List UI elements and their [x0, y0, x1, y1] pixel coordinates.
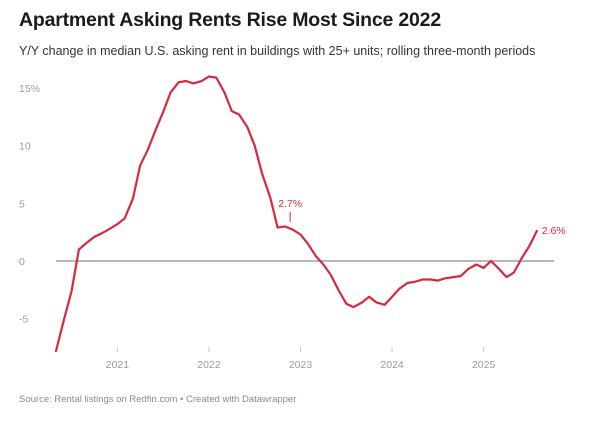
data-point — [437, 280, 439, 282]
data-point — [368, 296, 370, 298]
data-point — [421, 279, 423, 281]
x-tick-label: 2021 — [106, 359, 130, 371]
y-tick-label: 0 — [19, 256, 25, 268]
data-point — [528, 245, 530, 247]
data-point — [284, 225, 286, 227]
data-point — [430, 279, 432, 281]
annotation-label: 2.6% — [542, 225, 566, 237]
data-point — [376, 302, 378, 304]
data-point — [513, 272, 515, 274]
y-tick-label: -5 — [19, 314, 28, 326]
data-point — [322, 264, 324, 266]
data-point — [132, 198, 134, 200]
data-point — [155, 129, 157, 131]
data-point — [162, 111, 164, 113]
x-axis: 2021 2022 2023 2024 2025 — [106, 347, 496, 371]
data-point — [338, 290, 340, 292]
data-point — [201, 80, 203, 82]
data-point — [407, 282, 409, 284]
chart-source: Source: Rental listings on Redfin.com • … — [19, 394, 297, 405]
data-point — [467, 268, 469, 270]
y-tick-label: 10 — [19, 141, 31, 153]
chart-subtitle: Y/Y change in median U.S. asking rent in… — [19, 44, 536, 58]
data-point — [170, 92, 172, 94]
data-point — [521, 257, 523, 259]
data-point — [109, 228, 111, 230]
data-point — [254, 145, 256, 147]
data-point — [78, 249, 80, 251]
data-point — [460, 275, 462, 277]
data-point — [94, 236, 96, 238]
data-point — [116, 223, 118, 225]
x-tick-label: 2022 — [197, 359, 221, 371]
data-point — [315, 255, 317, 257]
data-point — [178, 81, 180, 83]
data-point — [330, 274, 332, 276]
data-point — [55, 350, 57, 352]
data-point — [345, 303, 347, 305]
data-point — [63, 318, 65, 320]
annotation-label: 2.7% — [278, 198, 302, 210]
data-point — [208, 76, 210, 78]
data-point — [192, 82, 194, 84]
data-point — [353, 306, 355, 308]
data-point — [86, 242, 88, 244]
y-axis-tick-labels: 15% 10 5 0 -5 — [19, 83, 40, 326]
data-point — [292, 229, 294, 231]
data-point — [269, 197, 271, 199]
data-point — [490, 260, 492, 262]
x-tick-label: 2025 — [472, 359, 496, 371]
data-point — [498, 268, 500, 270]
data-point — [398, 288, 400, 290]
data-point — [124, 217, 126, 219]
annotations: 2.7% 2.6% — [278, 198, 565, 237]
data-point — [483, 267, 485, 269]
data-point — [361, 302, 363, 304]
x-tick-label: 2023 — [289, 359, 313, 371]
data-point — [384, 304, 386, 306]
series-line — [54, 75, 538, 353]
data-point — [215, 77, 217, 79]
data-point — [307, 243, 309, 245]
data-point — [246, 126, 248, 128]
data-point — [261, 172, 263, 174]
data-point — [185, 80, 187, 82]
data-point — [414, 281, 416, 283]
data-point — [506, 276, 508, 278]
data-point — [277, 227, 279, 229]
data-point — [139, 164, 141, 166]
data-point — [101, 232, 103, 234]
x-tick-label: 2024 — [380, 359, 404, 371]
data-point — [452, 276, 454, 278]
data-point — [71, 290, 73, 292]
data-point — [300, 234, 302, 236]
data-point — [147, 149, 149, 151]
data-point — [444, 277, 446, 279]
data-point — [475, 264, 477, 266]
data-point — [536, 230, 538, 232]
data-point — [231, 110, 233, 112]
data-point — [391, 296, 393, 298]
y-tick-label: 15% — [19, 83, 40, 95]
y-tick-label: 5 — [19, 198, 25, 210]
chart-title: Apartment Asking Rents Rise Most Since 2… — [19, 9, 441, 31]
data-point — [238, 114, 240, 116]
data-point — [224, 92, 226, 94]
